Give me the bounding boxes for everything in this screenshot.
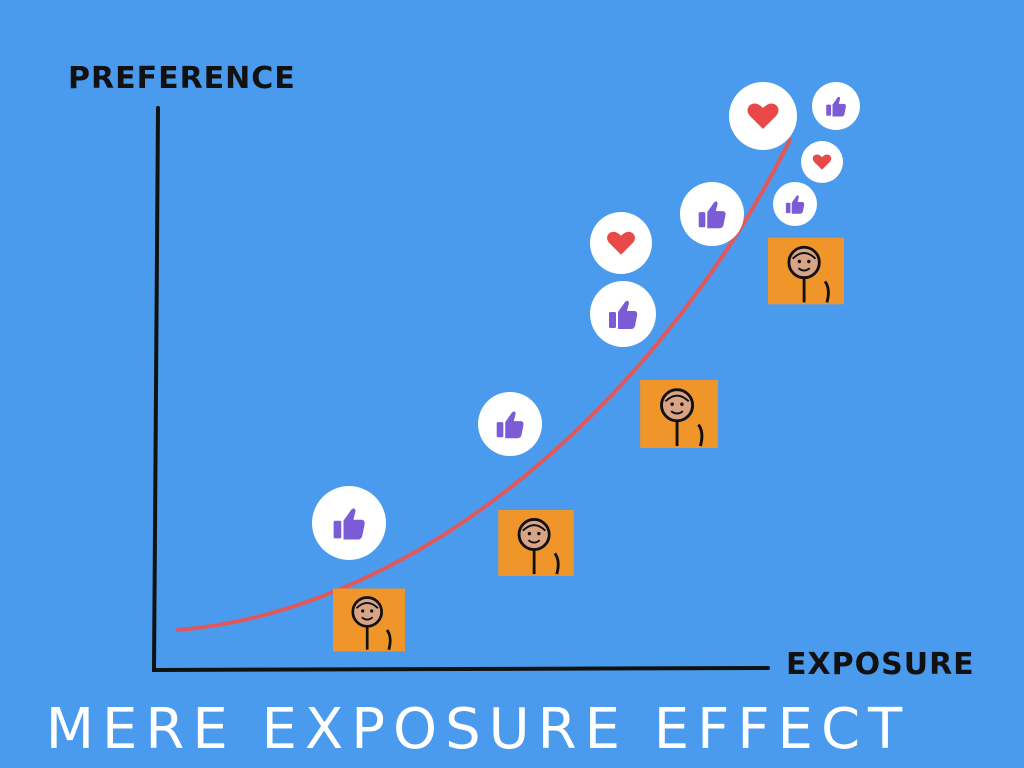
y-axis-label: PREFERENCE: [68, 61, 296, 96]
axes: [151, 106, 770, 673]
x-axis-label: EXPOSURE: [786, 647, 975, 682]
person-icon: [333, 587, 405, 653]
title: MERE EXPOSURE EFFECT: [46, 697, 911, 762]
person-icon: [638, 380, 720, 448]
reaction-bubbles: [312, 82, 860, 560]
curve: [176, 138, 792, 632]
person-icon: [497, 510, 575, 576]
person-icon: [768, 236, 844, 306]
